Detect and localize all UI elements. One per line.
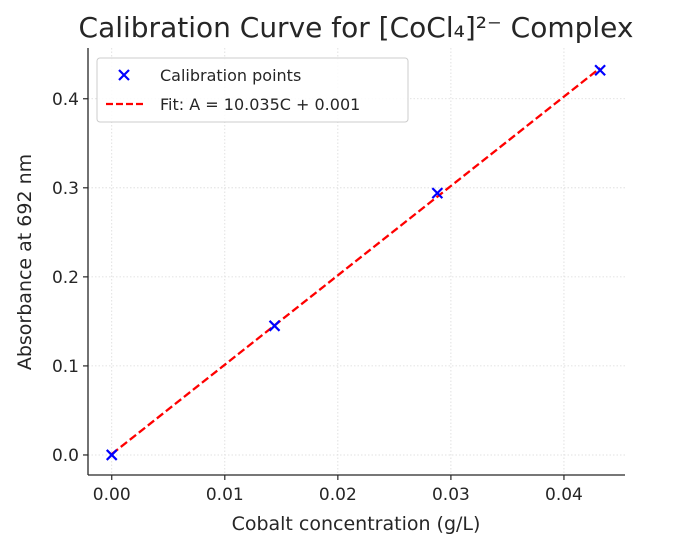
- legend-label-fit: Fit: A = 10.035C + 0.001: [160, 95, 360, 114]
- data-point-x-marker: [268, 320, 281, 332]
- y-tick-label: 0.1: [52, 357, 79, 377]
- y-axis-label: Absorbance at 692 nm: [14, 154, 36, 370]
- marker-stroke: [431, 187, 444, 199]
- y-tick-label: 0.2: [52, 268, 79, 288]
- legend-marker-x-icon: [118, 69, 130, 81]
- y-tick-label: 0.3: [52, 179, 79, 199]
- x-tick-label: 0.00: [93, 485, 131, 505]
- y-tick-label: 0.0: [52, 446, 79, 466]
- legend-label-points: Calibration points: [160, 66, 301, 85]
- marker-stroke: [268, 320, 281, 332]
- x-tick-label: 0.04: [545, 485, 583, 505]
- chart-title: Calibration Curve for [CoCl₄]²⁻ Complex: [79, 11, 634, 44]
- data-point-x-marker: [431, 187, 444, 199]
- x-tick-label: 0.02: [319, 485, 357, 505]
- marker-stroke: [594, 64, 606, 77]
- marker-stroke: [105, 449, 118, 461]
- data-point-x-marker: [594, 64, 606, 77]
- fit-line: [111, 67, 601, 455]
- data-point-x-marker: [105, 449, 118, 461]
- legend: Calibration points Fit: A = 10.035C + 0.…: [96, 57, 409, 123]
- legend-box: [96, 57, 409, 123]
- x-tick-label: 0.01: [206, 485, 244, 505]
- x-axis-label: Cobalt concentration (g/L): [232, 513, 481, 535]
- y-tick-label: 0.4: [52, 90, 79, 110]
- x-tick-label: 0.03: [432, 485, 470, 505]
